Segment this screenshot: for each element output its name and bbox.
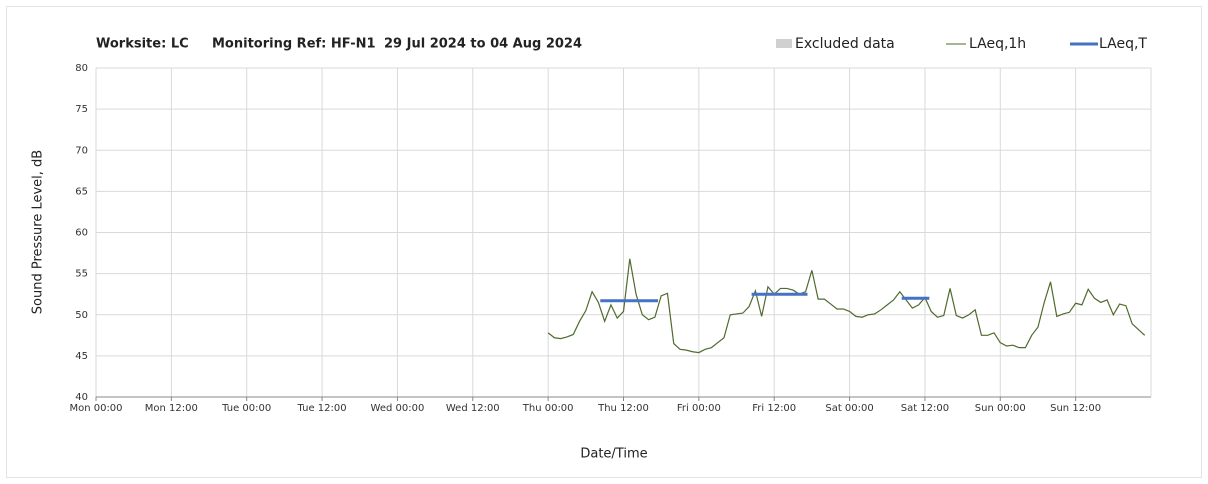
x-tick-label: Wed 00:00 — [371, 403, 425, 414]
title-part: 29 Jul 2024 to 04 Aug 2024 — [384, 37, 582, 52]
x-tick-label: Thu 12:00 — [597, 403, 649, 414]
x-tick-label: Sun 12:00 — [1050, 403, 1101, 414]
title-part: Monitoring Ref: HF-N1 — [212, 37, 376, 52]
legend-label: LAeq,T — [1099, 36, 1147, 52]
y-tick-label: 45 — [75, 351, 88, 362]
legend-swatch — [776, 39, 792, 48]
x-tick-label: Fri 12:00 — [752, 403, 796, 414]
y-tick-label: 50 — [75, 310, 88, 321]
x-axis-label: Date/Time — [580, 447, 647, 462]
y-tick-label: 40 — [75, 392, 88, 403]
title-part: Worksite: LC — [96, 37, 189, 52]
x-tick-label: Sun 00:00 — [975, 403, 1026, 414]
y-tick-label: 75 — [75, 104, 88, 115]
x-tick-label: Wed 12:00 — [446, 403, 500, 414]
x-tick-label: Sat 00:00 — [825, 403, 873, 414]
y-tick-label: 70 — [75, 145, 88, 156]
y-tick-label: 55 — [75, 269, 88, 280]
x-tick-label: Tue 00:00 — [221, 403, 271, 414]
x-tick-label: Sat 12:00 — [901, 403, 949, 414]
x-tick-label: Tue 12:00 — [297, 403, 347, 414]
legend-label: Excluded data — [795, 36, 895, 52]
x-tick-label: Fri 00:00 — [677, 403, 721, 414]
x-tick-label: Mon 12:00 — [145, 403, 198, 414]
chart-frame — [6, 6, 1202, 478]
x-tick-label: Thu 00:00 — [522, 403, 574, 414]
y-tick-label: 80 — [75, 63, 88, 74]
data-line — [547, 258, 1146, 354]
y-tick-label: 65 — [75, 186, 88, 197]
y-axis-label: Sound Pressure Level, dB — [31, 150, 46, 314]
y-tick-label: 60 — [75, 228, 88, 239]
legend-label: LAeq,1h — [969, 36, 1026, 52]
x-tick-label: Mon 00:00 — [69, 403, 122, 414]
